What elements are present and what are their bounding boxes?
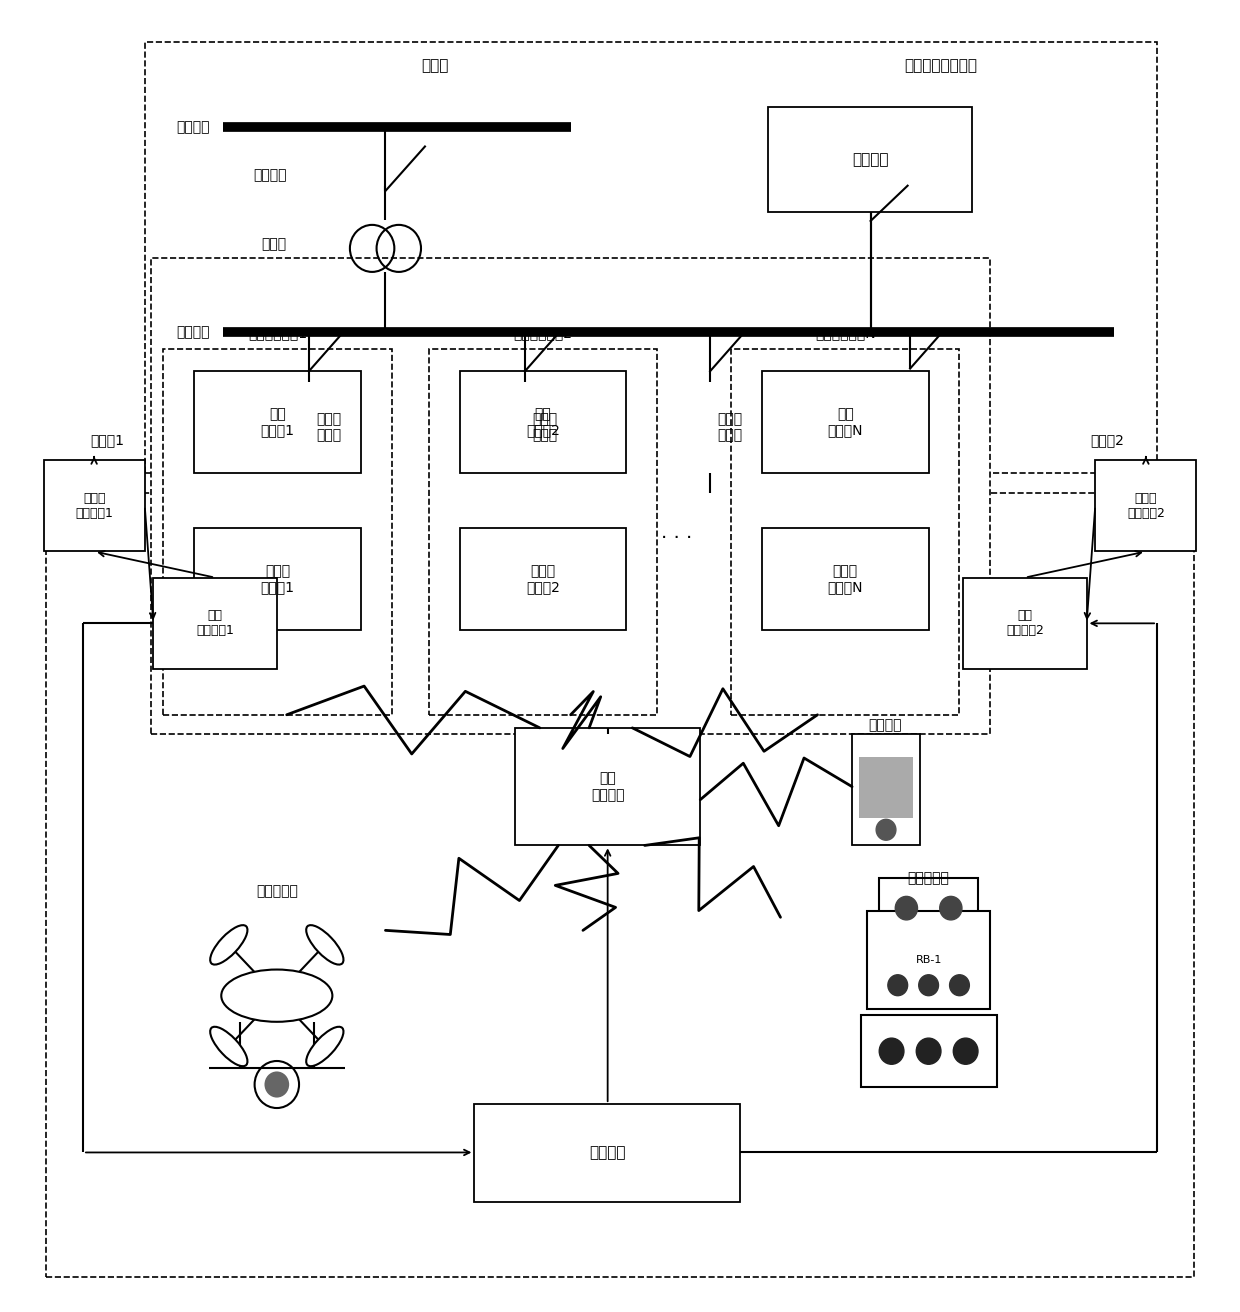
Circle shape <box>879 1038 904 1064</box>
Text: 红外线
感应器2: 红外线 感应器2 <box>526 564 559 594</box>
Bar <box>195 371 361 474</box>
Circle shape <box>954 1038 978 1064</box>
Bar <box>852 735 920 845</box>
Ellipse shape <box>306 925 343 964</box>
Bar <box>43 461 145 551</box>
Ellipse shape <box>210 925 248 964</box>
Text: 餐位传感单元N: 餐位传感单元N <box>815 327 875 340</box>
Bar <box>859 757 913 817</box>
Ellipse shape <box>306 1027 343 1067</box>
Bar <box>732 349 960 715</box>
Bar <box>154 577 277 669</box>
Text: 用户终端: 用户终端 <box>869 718 903 732</box>
Text: 微波
检测装置2: 微波 检测装置2 <box>1006 609 1044 638</box>
Text: 高压母线: 高压母线 <box>176 119 210 134</box>
Bar <box>761 371 929 474</box>
Text: 大电网: 大电网 <box>422 58 449 73</box>
Circle shape <box>877 819 895 840</box>
Text: 光伏发
电装置: 光伏发 电装置 <box>316 412 341 442</box>
Bar <box>475 1105 740 1202</box>
Text: 餐厅无人机: 餐厅无人机 <box>255 884 298 899</box>
Bar <box>879 878 978 937</box>
Circle shape <box>264 1072 289 1098</box>
Text: 超声波
检测装置1: 超声波 检测装置1 <box>76 492 113 520</box>
Bar <box>195 527 361 630</box>
Bar <box>145 42 1157 474</box>
Text: 氢能发
电装置: 氢能发 电装置 <box>532 412 557 442</box>
Bar <box>657 382 802 474</box>
Circle shape <box>895 896 918 920</box>
Text: 餐厅门2: 餐厅门2 <box>1091 433 1125 447</box>
Bar <box>761 527 929 630</box>
Text: 清洁能源发电系统: 清洁能源发电系统 <box>904 58 977 73</box>
Bar <box>460 527 626 630</box>
Circle shape <box>940 896 962 920</box>
Text: 并网开关: 并网开关 <box>253 168 286 182</box>
Circle shape <box>950 975 970 996</box>
Text: 压力
传感器N: 压力 传感器N <box>827 407 863 437</box>
Text: 压力
传感器1: 压力 传感器1 <box>260 407 294 437</box>
Text: 变压器: 变压器 <box>262 237 286 252</box>
Bar <box>472 382 618 474</box>
Bar <box>46 493 1194 1277</box>
Ellipse shape <box>210 1027 248 1067</box>
Bar <box>151 257 991 735</box>
Text: 红外线
感应器1: 红外线 感应器1 <box>260 564 294 594</box>
Bar <box>515 728 701 845</box>
Bar <box>460 371 626 474</box>
Text: 餐位传感单元2: 餐位传感单元2 <box>513 327 573 340</box>
Text: · · ·: · · · <box>661 529 692 548</box>
Ellipse shape <box>221 970 332 1022</box>
Circle shape <box>916 1038 941 1064</box>
Text: 餐位传感单元1: 餐位传感单元1 <box>248 327 308 340</box>
Text: 压力
传感器2: 压力 传感器2 <box>526 407 559 437</box>
Text: 风力发
电装置: 风力发 电装置 <box>717 412 743 442</box>
Circle shape <box>888 975 908 996</box>
Bar <box>255 382 402 474</box>
Text: 低压母线: 低压母线 <box>176 325 210 338</box>
Bar <box>429 349 657 715</box>
Bar <box>963 577 1086 669</box>
Circle shape <box>919 975 939 996</box>
Text: 储能元件: 储能元件 <box>852 152 889 167</box>
Text: RB-1: RB-1 <box>915 955 942 964</box>
Text: 处理装置: 处理装置 <box>589 1145 626 1160</box>
Bar <box>768 108 972 211</box>
Bar <box>1095 461 1197 551</box>
Text: 无线
通信单元: 无线 通信单元 <box>591 771 625 802</box>
Text: 微波
检测装置1: 微波 检测装置1 <box>196 609 234 638</box>
Bar <box>867 911 991 1009</box>
Text: 餐厅机器人: 餐厅机器人 <box>908 871 950 886</box>
Bar <box>164 349 392 715</box>
Text: 红外线
感应器N: 红外线 感应器N <box>827 564 863 594</box>
Text: 餐厅门1: 餐厅门1 <box>91 433 125 447</box>
Text: 超声波
检测装置2: 超声波 检测装置2 <box>1127 492 1164 520</box>
Bar <box>861 1015 997 1088</box>
